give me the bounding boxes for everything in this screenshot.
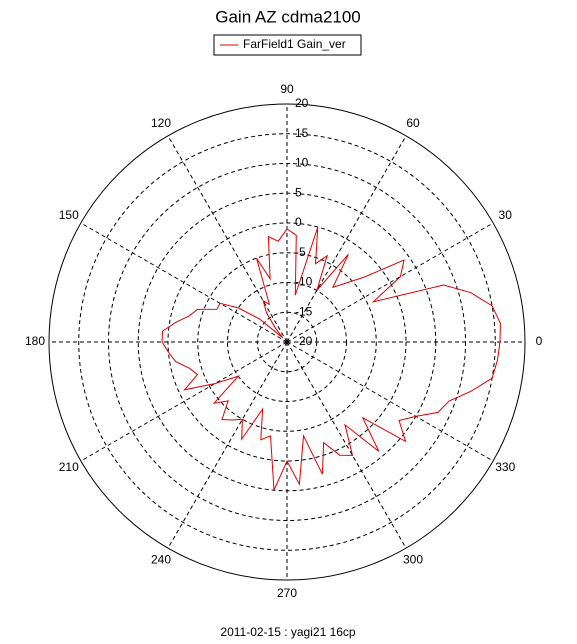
chart-title: Gain AZ cdma2100 (215, 7, 361, 26)
spoke (286, 341, 494, 462)
angle-label: 90 (280, 82, 294, 96)
trace (161, 226, 501, 491)
radial-tick-label: -5 (295, 245, 306, 259)
angle-label: 300 (403, 552, 423, 566)
radial-tick-label: 15 (295, 126, 309, 140)
grid-ring (197, 252, 377, 432)
spoke (286, 222, 494, 343)
spoke (80, 341, 288, 462)
angle-label: 30 (499, 208, 513, 222)
grid-ring (48, 103, 526, 581)
angle-label: 0 (536, 334, 543, 348)
grid-ring (78, 133, 496, 551)
angle-label: 210 (59, 460, 79, 474)
radial-tick-label: -20 (295, 334, 313, 348)
angle-label: 240 (151, 552, 171, 566)
legend-label: FarField1 Gain_ver (243, 37, 346, 51)
angle-label: 120 (151, 116, 171, 130)
spoke (286, 341, 407, 549)
spoke (167, 135, 288, 343)
radial-tick-label: -15 (295, 304, 313, 318)
radial-tick-label: 5 (295, 185, 302, 199)
radial-tick-label: 10 (295, 156, 309, 170)
spoke (167, 341, 288, 549)
radial-tick-label: -10 (295, 275, 313, 289)
legend-box (213, 34, 362, 56)
spoke (80, 222, 288, 343)
footer: 2011-02-15 : yagi21 16cp (220, 625, 356, 639)
radial-tick-label: 20 (295, 96, 309, 110)
angle-label: 270 (277, 586, 297, 600)
spoke (286, 135, 407, 343)
angle-label: 180 (25, 334, 45, 348)
angle-label: 60 (406, 116, 420, 130)
radial-tick-label: 0 (295, 215, 302, 229)
angle-label: 150 (59, 208, 79, 222)
angle-label: 330 (495, 460, 515, 474)
